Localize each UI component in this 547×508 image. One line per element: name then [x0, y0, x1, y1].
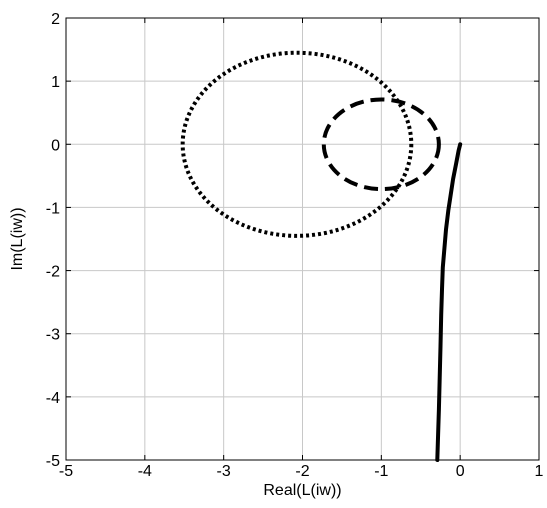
y-tick-label: -2 — [46, 264, 60, 281]
y-tick-label: -1 — [46, 200, 60, 217]
tick-labels: -5 -4 -3 -2 -1 0 1 -5 -4 -3 -2 -1 0 1 2 — [46, 11, 544, 480]
x-tick-label: 1 — [535, 463, 544, 480]
x-tick-label: -4 — [138, 463, 152, 480]
x-tick-label: -2 — [295, 463, 309, 480]
y-tick-label: 1 — [51, 74, 60, 91]
tick-marks — [65, 17, 540, 461]
x-tick-label: -5 — [59, 463, 73, 480]
y-tick-label: 2 — [51, 11, 60, 28]
series-dashed-curve — [321, 97, 441, 192]
grid-lines — [66, 18, 539, 460]
x-axis-label: Real(L(iw)) — [263, 482, 341, 499]
y-tick-label: 0 — [51, 137, 60, 154]
series-dotted-curve — [180, 50, 414, 238]
y-axis-label: Im(L(iw)) — [9, 207, 26, 270]
y-tick-label: -5 — [46, 453, 60, 470]
x-tick-label: -3 — [217, 463, 231, 480]
series-layer — [180, 50, 463, 462]
x-tick-label: 0 — [456, 463, 465, 480]
series-solid-curve — [435, 142, 463, 462]
y-tick-label: -4 — [46, 390, 60, 407]
y-tick-label: -3 — [46, 327, 60, 344]
x-tick-label: -1 — [374, 463, 388, 480]
